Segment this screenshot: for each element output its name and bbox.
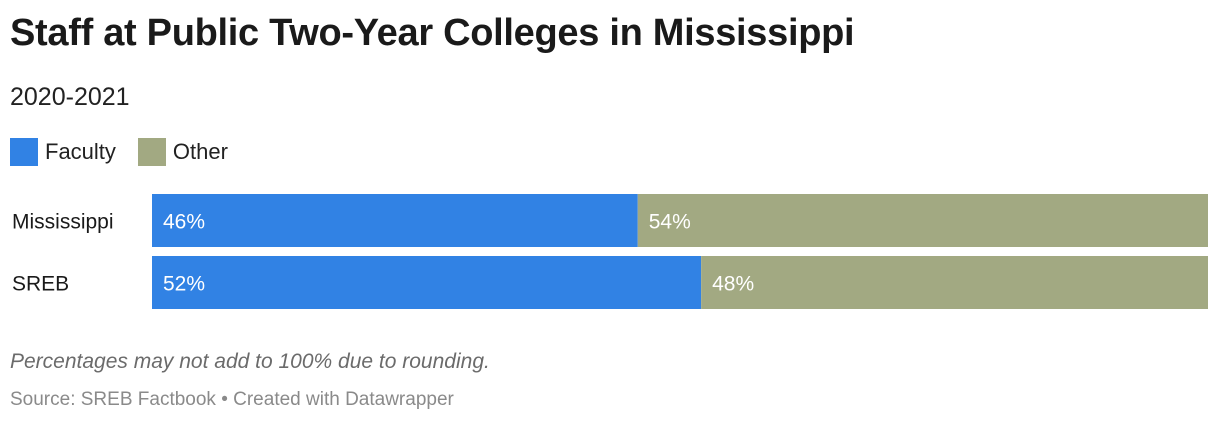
data-label: 46%: [163, 211, 205, 234]
legend-label-other: Other: [172, 139, 228, 164]
legend-label-faculty: Faculty: [45, 139, 116, 164]
legend-swatch-faculty: [10, 138, 38, 166]
bar-segment-faculty: [152, 256, 702, 309]
legend: Faculty Other: [10, 138, 250, 166]
bar-segment-faculty: [152, 194, 638, 247]
source-credit: Source: SREB Factbook • Created with Dat…: [10, 389, 454, 410]
rounding-note: Percentages may not add to 100% due to r…: [10, 350, 490, 373]
category-label: Mississippi: [12, 211, 114, 234]
chart-subtitle: 2020-2021: [10, 83, 130, 111]
bar-segment-other: [701, 256, 1208, 309]
bar-segment-other: [637, 194, 1208, 247]
legend-item-other: Other: [137, 138, 228, 166]
legend-swatch-other: [137, 138, 166, 166]
category-label: SREB: [12, 273, 69, 296]
data-label: 48%: [712, 273, 754, 296]
data-label: 52%: [163, 273, 205, 296]
chart-title: Staff at Public Two-Year Colleges in Mis…: [10, 12, 855, 54]
data-label: 54%: [649, 211, 691, 234]
legend-item-faculty: Faculty: [10, 138, 116, 166]
